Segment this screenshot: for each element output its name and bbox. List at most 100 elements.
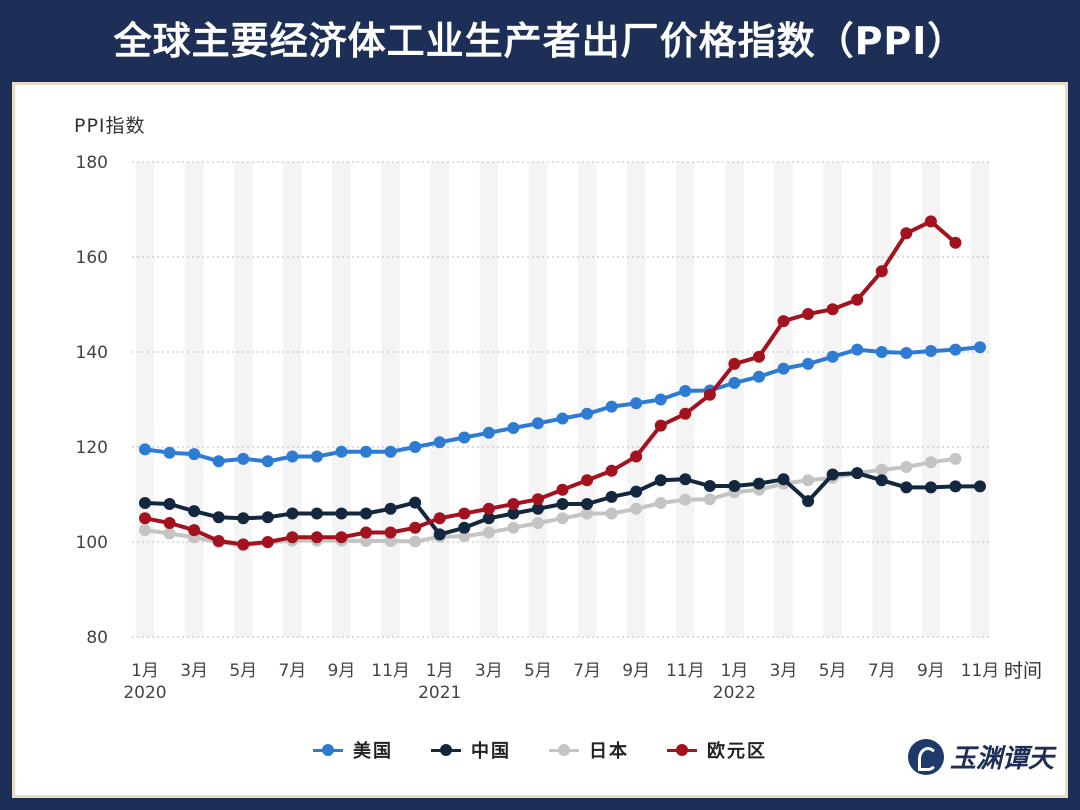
month-band <box>970 162 990 637</box>
data-point-us <box>875 346 888 358</box>
data-point-eu <box>752 350 765 363</box>
x-tick-label: 3月 <box>770 661 798 681</box>
data-point-jp <box>654 497 667 510</box>
data-point-eu <box>556 483 569 496</box>
data-point-cn <box>679 473 692 486</box>
data-point-us <box>679 384 692 397</box>
legend: 美国 中国 日本 欧元区 <box>0 737 1080 763</box>
brand-watermark: 玉渊谭天 <box>908 738 1054 775</box>
data-point-us <box>851 343 864 356</box>
data-point-eu <box>163 517 176 529</box>
data-point-jp <box>924 456 937 469</box>
data-point-cn <box>433 528 446 541</box>
x-tick-year-label: 2021 <box>418 683 461 703</box>
data-point-eu <box>703 388 716 401</box>
data-point-eu <box>482 502 495 515</box>
month-band <box>479 162 499 637</box>
data-point-jp <box>949 452 962 465</box>
legend-item-jp[interactable]: 日本 <box>549 737 629 763</box>
data-point-cn <box>605 490 618 503</box>
x-tick-label: 5月 <box>524 661 552 681</box>
series-lines <box>139 215 986 552</box>
data-point-cn <box>974 480 986 493</box>
month-band <box>381 162 400 637</box>
month-band <box>528 162 548 637</box>
data-point-eu <box>286 531 299 544</box>
data-point-cn <box>212 511 225 524</box>
x-tick-label: 1月 <box>426 661 454 681</box>
data-point-us <box>581 407 594 420</box>
data-point-eu <box>384 526 397 539</box>
legend-item-us[interactable]: 美国 <box>313 737 393 763</box>
data-point-eu <box>630 450 643 463</box>
data-point-cn <box>482 512 495 525</box>
legend-swatch-jp <box>549 743 579 757</box>
data-point-cn <box>237 512 250 525</box>
data-point-us <box>433 436 446 449</box>
data-point-cn <box>654 474 667 487</box>
data-point-us <box>728 376 741 389</box>
data-point-eu <box>188 524 201 537</box>
data-point-eu <box>679 407 692 420</box>
month-band <box>233 162 253 637</box>
x-axis-label: 时间 <box>1004 660 1042 682</box>
x-tick-label: 7月 <box>868 661 896 681</box>
legend-item-cn[interactable]: 中国 <box>431 737 511 763</box>
data-point-cn <box>777 473 790 486</box>
data-point-us <box>212 455 225 468</box>
data-point-cn <box>163 498 176 510</box>
month-band <box>184 162 204 637</box>
month-band <box>872 162 892 637</box>
data-point-jp <box>581 507 594 520</box>
data-point-eu <box>777 315 790 328</box>
data-point-us <box>777 362 790 375</box>
data-point-eu <box>728 357 741 370</box>
data-point-cn <box>875 474 888 487</box>
data-point-us <box>556 412 569 425</box>
x-tick-label: 11月 <box>961 661 1000 681</box>
data-point-cn <box>335 507 348 520</box>
data-point-jp <box>409 535 422 548</box>
data-point-jp <box>482 526 495 539</box>
x-tick-label: 11月 <box>666 661 705 681</box>
x-tick-label: 9月 <box>622 661 650 681</box>
legend-swatch-us <box>313 743 343 757</box>
series-line-eu <box>144 219 957 547</box>
data-point-jp <box>360 535 373 548</box>
y-tick-label: 160 <box>76 248 108 268</box>
data-point-eu <box>458 507 471 520</box>
month-band <box>430 162 449 637</box>
month-band <box>774 162 793 637</box>
gridlines <box>132 161 992 638</box>
data-point-us <box>826 350 839 363</box>
data-point-us <box>163 446 176 459</box>
data-point-cn <box>630 485 643 498</box>
data-point-jp <box>703 493 716 506</box>
y-tick-label: 100 <box>76 533 108 553</box>
series-cn <box>139 467 986 541</box>
data-point-cn <box>900 481 913 494</box>
x-tick-year-label: 2020 <box>123 683 166 703</box>
data-point-cn <box>826 468 839 481</box>
data-point-us <box>384 445 397 458</box>
data-point-jp <box>679 493 692 506</box>
x-tick-year-label: 2022 <box>713 683 756 703</box>
month-band <box>577 162 597 637</box>
data-point-eu <box>900 227 913 240</box>
data-point-us <box>924 345 937 358</box>
y-axis-label: PPI指数 <box>74 115 146 137</box>
series-line-us <box>144 345 981 464</box>
page-title: 全球主要经济体工业生产者出厂价格指数（PPI） <box>113 19 967 63</box>
data-point-cn <box>556 498 569 510</box>
data-point-cn <box>924 481 937 494</box>
data-point-jp <box>875 463 888 476</box>
data-point-eu <box>335 531 348 544</box>
data-point-eu <box>212 535 225 548</box>
data-point-cn <box>802 495 815 508</box>
x-tick-label: 11月 <box>371 661 410 681</box>
data-point-cn <box>703 479 716 492</box>
legend-item-eu[interactable]: 欧元区 <box>667 737 767 763</box>
data-point-eu <box>139 512 151 525</box>
data-point-jp <box>163 527 176 540</box>
